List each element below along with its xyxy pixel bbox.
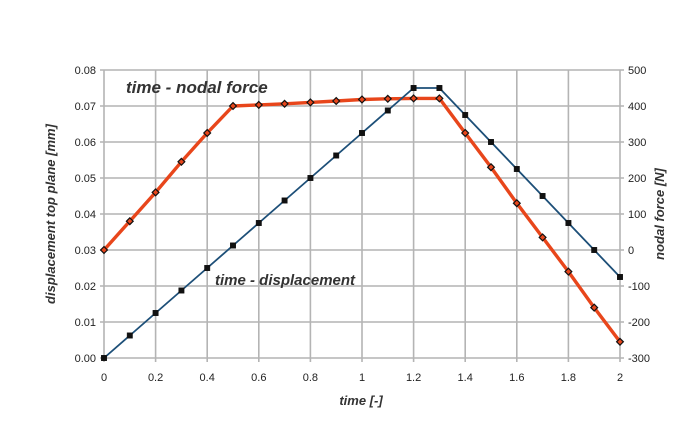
x-tick-label: 1.4 — [458, 372, 473, 384]
time-nodal-force-point — [151, 188, 160, 197]
time-nodal-force-point — [125, 216, 135, 226]
time-displacement-point — [178, 287, 185, 294]
time-displacement-point — [591, 247, 598, 253]
left-y-axis-ticks: 0.00 0.01 0.02 0.03 0.04 0.05 0.06 0.07 0.08 — [75, 65, 96, 365]
left-y-tick-label: 0.02 — [75, 281, 96, 293]
right-y-tick-label: 500 — [628, 65, 646, 77]
right-y-tick-label: -100 — [628, 281, 650, 293]
x-tick-label: 1 — [359, 372, 365, 384]
time-displacement-point — [359, 130, 365, 136]
time-displacement-point — [384, 107, 391, 114]
time-nodal-force-point — [254, 100, 264, 110]
x-axis-title: time [-] — [339, 393, 383, 408]
series-group — [99, 85, 625, 361]
x-tick-label: 0 — [101, 372, 107, 384]
left-y-tick-label: 0.06 — [75, 137, 96, 149]
time-nodal-force-point — [615, 337, 625, 347]
time-displacement-point — [204, 265, 211, 271]
left-y-tick-label: 0.03 — [75, 245, 96, 257]
left-y-tick-label: 0.00 — [75, 353, 96, 365]
left-y-tick-label: 0.07 — [75, 101, 96, 113]
time-nodal-force-point — [357, 95, 367, 104]
time-displacement-point — [101, 355, 107, 361]
time-nodal-force-point — [435, 94, 444, 103]
time-nodal-force-point — [589, 303, 599, 312]
time-displacement-point — [410, 85, 417, 91]
annotations: time - nodal force time - displacement — [126, 78, 356, 289]
time-nodal-force-point — [486, 162, 496, 172]
right-y-tick-label: 300 — [628, 137, 646, 149]
time-displacement-point — [152, 310, 159, 316]
right-y-tick-label: -300 — [628, 353, 650, 365]
time-nodal-force-point — [460, 128, 470, 138]
time-displacement-point — [565, 220, 572, 226]
time-nodal-force-point — [564, 267, 573, 276]
time-nodal-force-point — [383, 94, 393, 104]
time-displacement-point — [255, 220, 262, 226]
time-displacement-point — [488, 139, 494, 145]
annotation-nodal-force: time - nodal force — [126, 78, 268, 97]
left-y-tick-label: 0.05 — [75, 173, 96, 185]
right-y-tick-label: 400 — [628, 101, 646, 113]
time-nodal-force-point — [177, 157, 186, 167]
x-tick-label: 1.6 — [509, 372, 524, 384]
time-displacement-point — [333, 152, 340, 159]
x-axis-ticks: 0 0.2 0.4 0.6 0.8 1 1.2 1.4 1.6 1.8 2 — [101, 372, 623, 384]
x-tick-label: 0.8 — [303, 372, 318, 384]
right-y-axis-ticks: -300 -200 -100 0 100 200 300 400 500 — [628, 65, 650, 365]
x-tick-label: 0.6 — [251, 372, 266, 384]
time-displacement-point — [462, 112, 469, 118]
x-tick-label: 2 — [617, 372, 623, 384]
time-nodal-force-point — [409, 94, 418, 103]
annotation-displacement: time - displacement — [215, 272, 356, 289]
time-nodal-force-point — [280, 99, 289, 109]
left-y-tick-label: 0.04 — [75, 209, 96, 221]
time-displacement-point — [126, 332, 133, 339]
time-displacement-point — [230, 242, 236, 249]
time-nodal-force-point — [202, 128, 212, 138]
right-y-tick-label: 200 — [628, 173, 646, 185]
time-nodal-force-point — [512, 198, 522, 208]
x-tick-label: 0.2 — [148, 372, 163, 384]
time-displacement-point — [436, 85, 443, 91]
time-nodal-force-point — [99, 245, 109, 255]
right-y-axis-title: nodal force [N] — [652, 167, 667, 259]
time-displacement-point — [617, 274, 623, 280]
x-tick-label: 1.8 — [561, 372, 576, 384]
x-tick-label: 1.2 — [406, 372, 421, 384]
time-nodal-force-point — [538, 233, 547, 242]
grid-lines — [100, 69, 624, 362]
right-y-tick-label: 0 — [628, 245, 634, 257]
time-displacement-point — [307, 175, 314, 181]
right-y-tick-label: 100 — [628, 209, 646, 221]
time-nodal-force-point — [306, 98, 315, 107]
x-tick-label: 0.4 — [200, 372, 215, 384]
time-displacement-point — [513, 166, 520, 172]
left-y-axis-title: displacement top plane [mm] — [43, 123, 58, 304]
right-y-tick-label: -200 — [628, 317, 650, 329]
time-nodal-force-point — [228, 101, 238, 111]
left-y-tick-label: 0.08 — [75, 65, 96, 77]
time-displacement-point — [539, 193, 546, 199]
left-y-tick-label: 0.01 — [75, 317, 96, 329]
time-nodal-force-point — [331, 96, 341, 106]
time-displacement-point — [281, 197, 288, 204]
